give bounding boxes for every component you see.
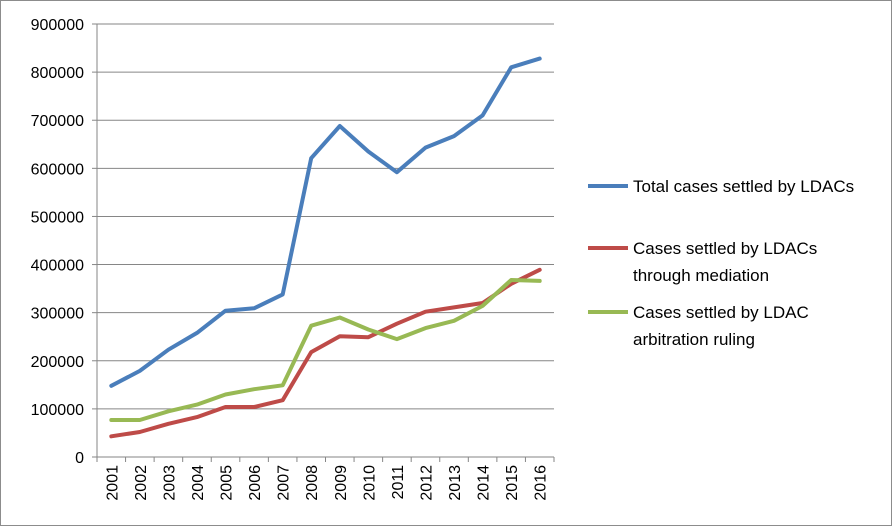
series-line-3 <box>109 278 542 422</box>
y-tick-label: 800000 <box>31 65 84 82</box>
x-tick-label: 2005 <box>219 465 236 501</box>
x-tick-label: 2003 <box>161 465 178 501</box>
legend-label-3: arbitration ruling <box>633 330 755 349</box>
x-tick-label: 2006 <box>247 465 264 501</box>
x-tick-label: 2015 <box>504 465 521 501</box>
y-axis-tick-labels: 0 100000 200000 300000 400000 500000 600000 700… <box>31 17 84 467</box>
y-tick-label: 700000 <box>31 113 84 130</box>
legend-label-3: Cases settled by LDAC <box>633 303 809 322</box>
y-tick-label: 300000 <box>31 306 84 323</box>
legend: Total cases settled by LDACs Cases settle… <box>588 177 854 349</box>
legend-label-2: Cases settled by LDACs <box>633 239 817 258</box>
y-tick-label: 900000 <box>31 17 84 34</box>
y-tick-label: 500000 <box>31 209 84 226</box>
x-tick-label: 2014 <box>476 465 493 501</box>
x-tick-label: 2009 <box>333 465 350 501</box>
gridlines <box>97 23 554 410</box>
y-tick-label: 0 <box>75 450 84 467</box>
series-line-1 <box>109 56 542 388</box>
x-tick-label: 2004 <box>190 465 207 501</box>
x-tick-label: 2001 <box>104 465 121 501</box>
legend-label-2: through mediation <box>633 266 769 285</box>
x-tick-label: 2007 <box>276 465 293 501</box>
x-tick-label: 2013 <box>447 465 464 501</box>
x-tick-label: 2002 <box>133 465 150 501</box>
x-tick-label: 2012 <box>418 465 435 501</box>
x-axis-tick-labels: 2001 2002 2003 2004 2005 2006 2007 2008 2009 2010… <box>104 465 549 501</box>
x-tick-label: 2011 <box>390 465 407 500</box>
y-tick-label: 400000 <box>31 258 84 275</box>
x-tick-label: 2010 <box>361 465 378 501</box>
x-tick-label: 2008 <box>304 465 321 501</box>
y-tick-label: 200000 <box>31 354 84 371</box>
y-tick-label: 100000 <box>31 402 84 419</box>
series-lines <box>109 56 542 439</box>
series-line-2 <box>109 267 542 439</box>
axes <box>92 23 555 462</box>
legend-label-1: Total cases settled by LDACs <box>633 177 854 196</box>
y-tick-label: 600000 <box>31 161 84 178</box>
x-tick-label: 2016 <box>533 465 550 501</box>
